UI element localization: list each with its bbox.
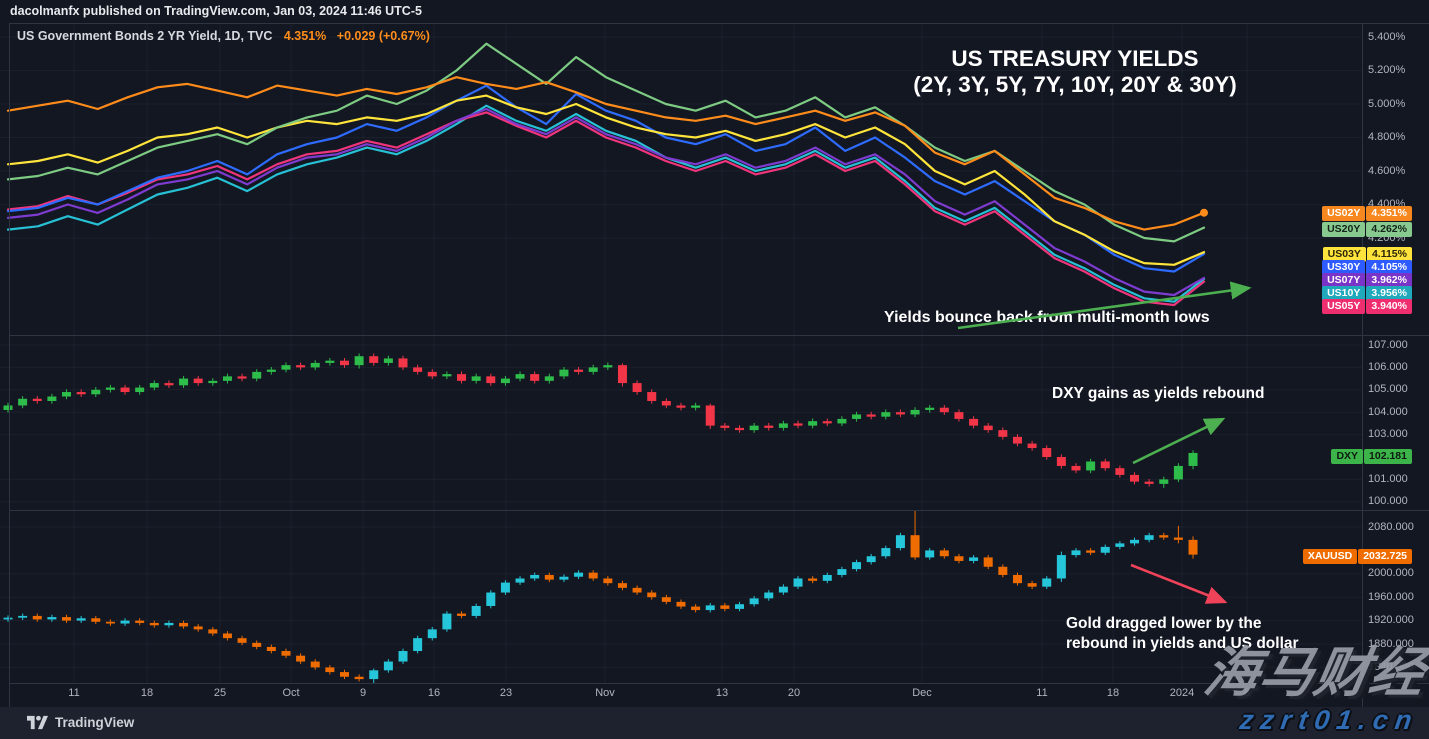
chart-left-border <box>9 23 10 707</box>
time-axis-label: 9 <box>359 687 367 699</box>
dxy-chart-canvas[interactable] <box>0 336 1362 510</box>
time-axis-label: 13 <box>715 687 729 699</box>
time-axis-label: 2024 <box>1169 687 1195 699</box>
price-axis-tick: 103.000 <box>1368 428 1408 441</box>
last-price: 4.351% <box>283 29 327 43</box>
gold-note-line2: rebound in yields and US dollar <box>1066 634 1299 652</box>
price-axis-tick: 107.000 <box>1368 338 1408 351</box>
time-axis-label: 18 <box>140 687 154 699</box>
time-axis-label: 20 <box>787 687 801 699</box>
time-axis-label: 11 <box>1036 687 1048 699</box>
price-label-US03Y: US03Y 4.115% <box>1322 246 1412 262</box>
price-axis-tick: 2080.000 <box>1368 520 1414 533</box>
price-axis-tick: 105.000 <box>1368 383 1408 396</box>
price-label-US10Y: US10Y 3.956% <box>1322 285 1412 301</box>
treasury-title-line2: (2Y, 3Y, 5Y, 7Y, 10Y, 20Y & 30Y) <box>913 72 1237 97</box>
time-axis-label: 16 <box>427 687 441 699</box>
price-axis-tick: 1880.000 <box>1368 637 1414 650</box>
time-axis-label: Oct <box>282 687 300 699</box>
footer-bar: TradingView <box>0 707 1429 739</box>
time-axis-label: 25 <box>213 687 227 699</box>
time-axis-label: 18 <box>1106 687 1120 699</box>
chart-top-border <box>9 23 1429 24</box>
chinese-watermark: 海马财经 <box>1199 643 1429 703</box>
yields-note-annotation: Yields bounce back from multi-month lows <box>884 309 1210 326</box>
price-axis-tick: 5.000% <box>1368 97 1406 110</box>
price-axis-tick: 104.000 <box>1368 405 1408 418</box>
panel-divider-2 <box>9 510 1429 511</box>
price-axis-tick: 106.000 <box>1368 360 1408 373</box>
price-axis-tick: 5.400% <box>1368 30 1406 43</box>
tradingview-logo-icon[interactable] <box>27 715 48 730</box>
price-label-US30Y: US30Y 4.105% <box>1322 259 1412 275</box>
time-axis-label: Nov <box>595 687 615 699</box>
tradingview-wordmark[interactable]: TradingView <box>55 715 135 730</box>
price-axis-tick: 4.800% <box>1368 131 1406 143</box>
price-axis-tick: 1840.000 <box>1368 660 1414 673</box>
yields-chart-canvas[interactable] <box>0 23 1362 335</box>
time-axis-label: 23 <box>499 687 513 699</box>
price-change: +0.029 (+0.67%) <box>336 29 430 43</box>
dxy-note-annotation: DXY gains as yields rebound <box>1052 385 1265 402</box>
price-axis-tick: 100.000 <box>1368 495 1408 508</box>
price-label-US20Y: US20Y 4.262% <box>1322 221 1412 237</box>
symbol-legend[interactable]: US Government Bonds 2 YR Yield, 1D, TVC … <box>17 29 430 43</box>
publish-info-text: dacolmanfx published on TradingView.com,… <box>10 4 422 18</box>
treasury-title-line1: US TREASURY YIELDS <box>951 46 1199 71</box>
time-axis-label: 8 <box>1243 687 1251 699</box>
price-label-US07Y: US07Y 3.962% <box>1322 272 1412 288</box>
symbol-title[interactable]: US Government Bonds 2 YR Yield, 1D, TVC <box>17 29 273 43</box>
url-watermark: zzrt01.cn <box>1238 705 1422 735</box>
price-label-DXY: DXY 102.181 <box>1331 448 1412 464</box>
gold-chart-canvas[interactable] <box>0 511 1362 683</box>
time-axis-label: Dec <box>912 687 932 699</box>
price-axis-tick: 5.200% <box>1368 64 1406 76</box>
time-axis-divider <box>9 683 1429 684</box>
publish-info-bar: dacolmanfx published on TradingView.com,… <box>0 0 1429 23</box>
price-axis-tick: 101.000 <box>1368 472 1408 485</box>
price-axis-tick: 4.600% <box>1368 164 1406 177</box>
price-axis-tick: 1920.000 <box>1368 614 1414 627</box>
price-axis-tick: 2000.000 <box>1368 567 1414 580</box>
price-axis-separator <box>1362 23 1363 707</box>
price-axis-tick: 1960.000 <box>1368 590 1414 603</box>
gold-note-line1: Gold dragged lower by the <box>1066 615 1262 632</box>
gold-note-annotation: Gold dragged lower by the rebound in yie… <box>1066 614 1299 653</box>
treasury-title-annotation: US TREASURY YIELDS (2Y, 3Y, 5Y, 7Y, 10Y,… <box>840 46 1310 98</box>
panel-divider-1 <box>9 335 1429 336</box>
time-axis-label: 11 <box>68 687 80 699</box>
price-label-US05Y: US05Y 3.940% <box>1322 298 1412 314</box>
price-label-XAUUSD: XAUUSD 2032.725 <box>1302 548 1412 564</box>
price-label-US02Y: US02Y 4.351% <box>1322 205 1412 221</box>
